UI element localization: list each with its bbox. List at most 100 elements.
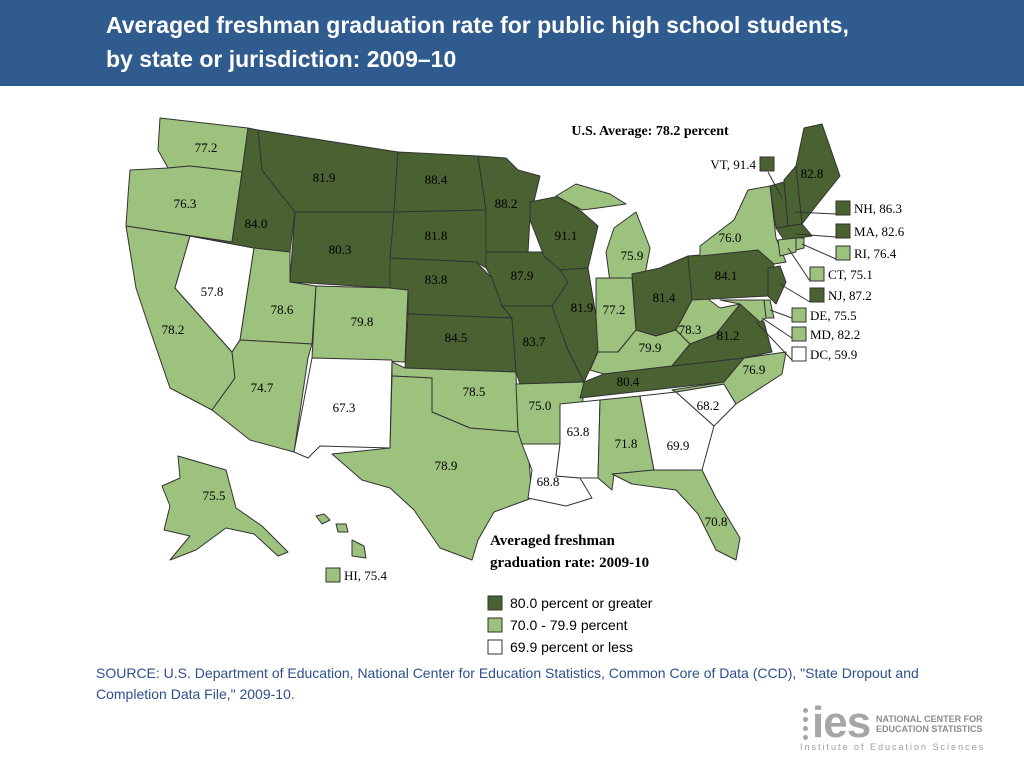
callout-swatch-VT: [759, 156, 775, 172]
state-NC: [671, 351, 787, 405]
callout-label-DC: DC, 59.9: [810, 347, 857, 362]
label-TX: 78.9: [435, 458, 458, 473]
label-AK: 75.5: [203, 488, 226, 503]
label-OR: 76.3: [174, 196, 197, 211]
callout-swatch-CT: [809, 266, 825, 282]
page-title-line-2: by state or jurisdiction: 2009–10: [106, 46, 457, 72]
callout-swatch-NJ: [809, 287, 825, 303]
callout-label-MD: MD, 82.2: [810, 327, 860, 342]
label-IL: 81.9: [571, 300, 594, 315]
label-GA: 69.9: [667, 438, 690, 453]
logo-mark: ies: [812, 698, 871, 747]
legend-title-line-1: Averaged freshman: [490, 533, 615, 549]
label-CA: 78.2: [162, 322, 185, 337]
label-SD: 81.8: [425, 228, 448, 243]
label-NV: 57.8: [201, 284, 224, 299]
label-AZ: 74.7: [251, 380, 274, 395]
logo-dots: [800, 708, 812, 742]
label-MN: 88.2: [495, 196, 518, 211]
state-CT: [777, 237, 797, 257]
label-NM: 67.3: [333, 400, 356, 415]
callouts: VT, 91.4 NH, 86.3 MA, 82.6 RI, 76.4 CT, 75.1…: [325, 156, 905, 583]
label-WA: 77.2: [195, 140, 218, 155]
logo-center-line-1: NATIONAL CENTER FOR: [876, 714, 983, 724]
label-VA: 81.2: [717, 328, 740, 343]
state-GA: [639, 391, 715, 471]
label-KY: 79.9: [639, 340, 662, 355]
callout-label-HI: HI, 75.4: [344, 568, 387, 583]
label-ID: 84.0: [245, 216, 268, 231]
page-title-line-1: Averaged freshman graduation rate for pu…: [106, 12, 849, 38]
state-WY: [289, 211, 395, 289]
state-AZ: [211, 339, 313, 453]
label-WY: 80.3: [329, 242, 352, 257]
source-note: SOURCE: U.S. Department of Education, Na…: [96, 665, 919, 702]
label-IA: 87.9: [511, 268, 534, 283]
label-WV: 78.3: [679, 322, 702, 337]
us-average-label: U.S. Average: 78.2 percent: [571, 124, 729, 139]
state-RI: [795, 237, 805, 251]
legend-label-mid: 70.0 - 79.9 percent: [510, 617, 628, 633]
ies-logo: ies NATIONAL CENTER FOR EDUCATION STATIS…: [800, 698, 1000, 760]
label-MI: 75.9: [621, 248, 644, 263]
label-LA: 68.8: [537, 474, 560, 489]
header-bar: Averaged freshman graduation rate for pu…: [0, 0, 1024, 86]
callout-label-NJ: NJ, 87.2: [828, 288, 872, 303]
legend-title-line-2: graduation rate: 2009-10: [490, 555, 649, 571]
callout-label-MA: MA, 82.6: [854, 224, 905, 239]
logo-center-line-2: EDUCATION STATISTICS: [876, 724, 983, 734]
label-OH: 81.4: [653, 290, 676, 305]
callout-label-CT: CT, 75.1: [828, 267, 873, 282]
callout-swatch-DE: [791, 307, 807, 323]
label-MO: 83.7: [523, 334, 546, 349]
callout-label-DE: DE, 75.5: [810, 308, 857, 323]
label-ME: 82.8: [801, 166, 824, 181]
callout-leaders: [755, 171, 837, 361]
label-IN: 77.2: [603, 302, 626, 317]
us-map: 77.2 76.3 78.2 57.8 84.0 81.9 80.3 78.6 …: [125, 117, 905, 655]
legend: Averaged freshman graduation rate: 2009-…: [487, 533, 653, 655]
callout-swatch-MD: [791, 326, 807, 342]
state-SD: [389, 209, 487, 269]
label-MS: 63.8: [567, 424, 590, 439]
label-OK: 78.5: [463, 384, 486, 399]
label-KS: 84.5: [445, 330, 468, 345]
label-ND: 88.4: [425, 172, 448, 187]
callout-swatch-RI: [835, 245, 851, 261]
state-TX: [331, 375, 533, 561]
label-SC: 68.2: [697, 398, 720, 413]
state-HI: [315, 513, 367, 559]
state-NJ: [767, 265, 787, 305]
callout-swatch-DC: [791, 346, 807, 362]
callout-label-RI: RI, 76.4: [854, 246, 897, 261]
label-AL: 71.8: [615, 436, 638, 451]
callout-swatch-NH: [835, 200, 851, 216]
state-MD: [719, 299, 767, 323]
state-NM: [293, 357, 393, 459]
state-MS: [555, 399, 601, 479]
label-AR: 75.0: [529, 398, 552, 413]
callout-label-NH: NH, 86.3: [854, 201, 902, 216]
label-NY: 76.0: [719, 230, 742, 245]
map-area: 77.2 76.3 78.2 57.8 84.0 81.9 80.3 78.6 …: [0, 86, 1024, 664]
legend-label-low: 69.9 percent or less: [510, 639, 633, 655]
state-value-labels: 77.2 76.3 78.2 57.8 84.0 81.9 80.3 78.6 …: [162, 140, 824, 529]
legend-label-high: 80.0 percent or greater: [510, 595, 653, 611]
label-NC: 76.9: [743, 362, 766, 377]
state-FL: [611, 469, 741, 561]
legend-swatch-low: [487, 639, 503, 655]
legend-swatch-mid: [487, 617, 503, 633]
label-PA: 84.1: [715, 268, 738, 283]
logo-center-name: NATIONAL CENTER FOR EDUCATION STATISTICS: [876, 714, 1000, 734]
label-MT: 81.9: [313, 170, 336, 185]
label-NE: 83.8: [425, 272, 448, 287]
legend-swatch-high: [487, 595, 503, 611]
label-WI: 91.1: [555, 228, 578, 243]
label-CO: 79.8: [351, 314, 374, 329]
state-AK: [161, 455, 289, 561]
state-MA: [775, 223, 813, 241]
callout-swatch-MA: [835, 223, 851, 239]
label-FL: 70.8: [705, 514, 728, 529]
label-TN: 80.4: [617, 374, 640, 389]
logo-institute: Institute of Education Sciences: [800, 742, 986, 752]
